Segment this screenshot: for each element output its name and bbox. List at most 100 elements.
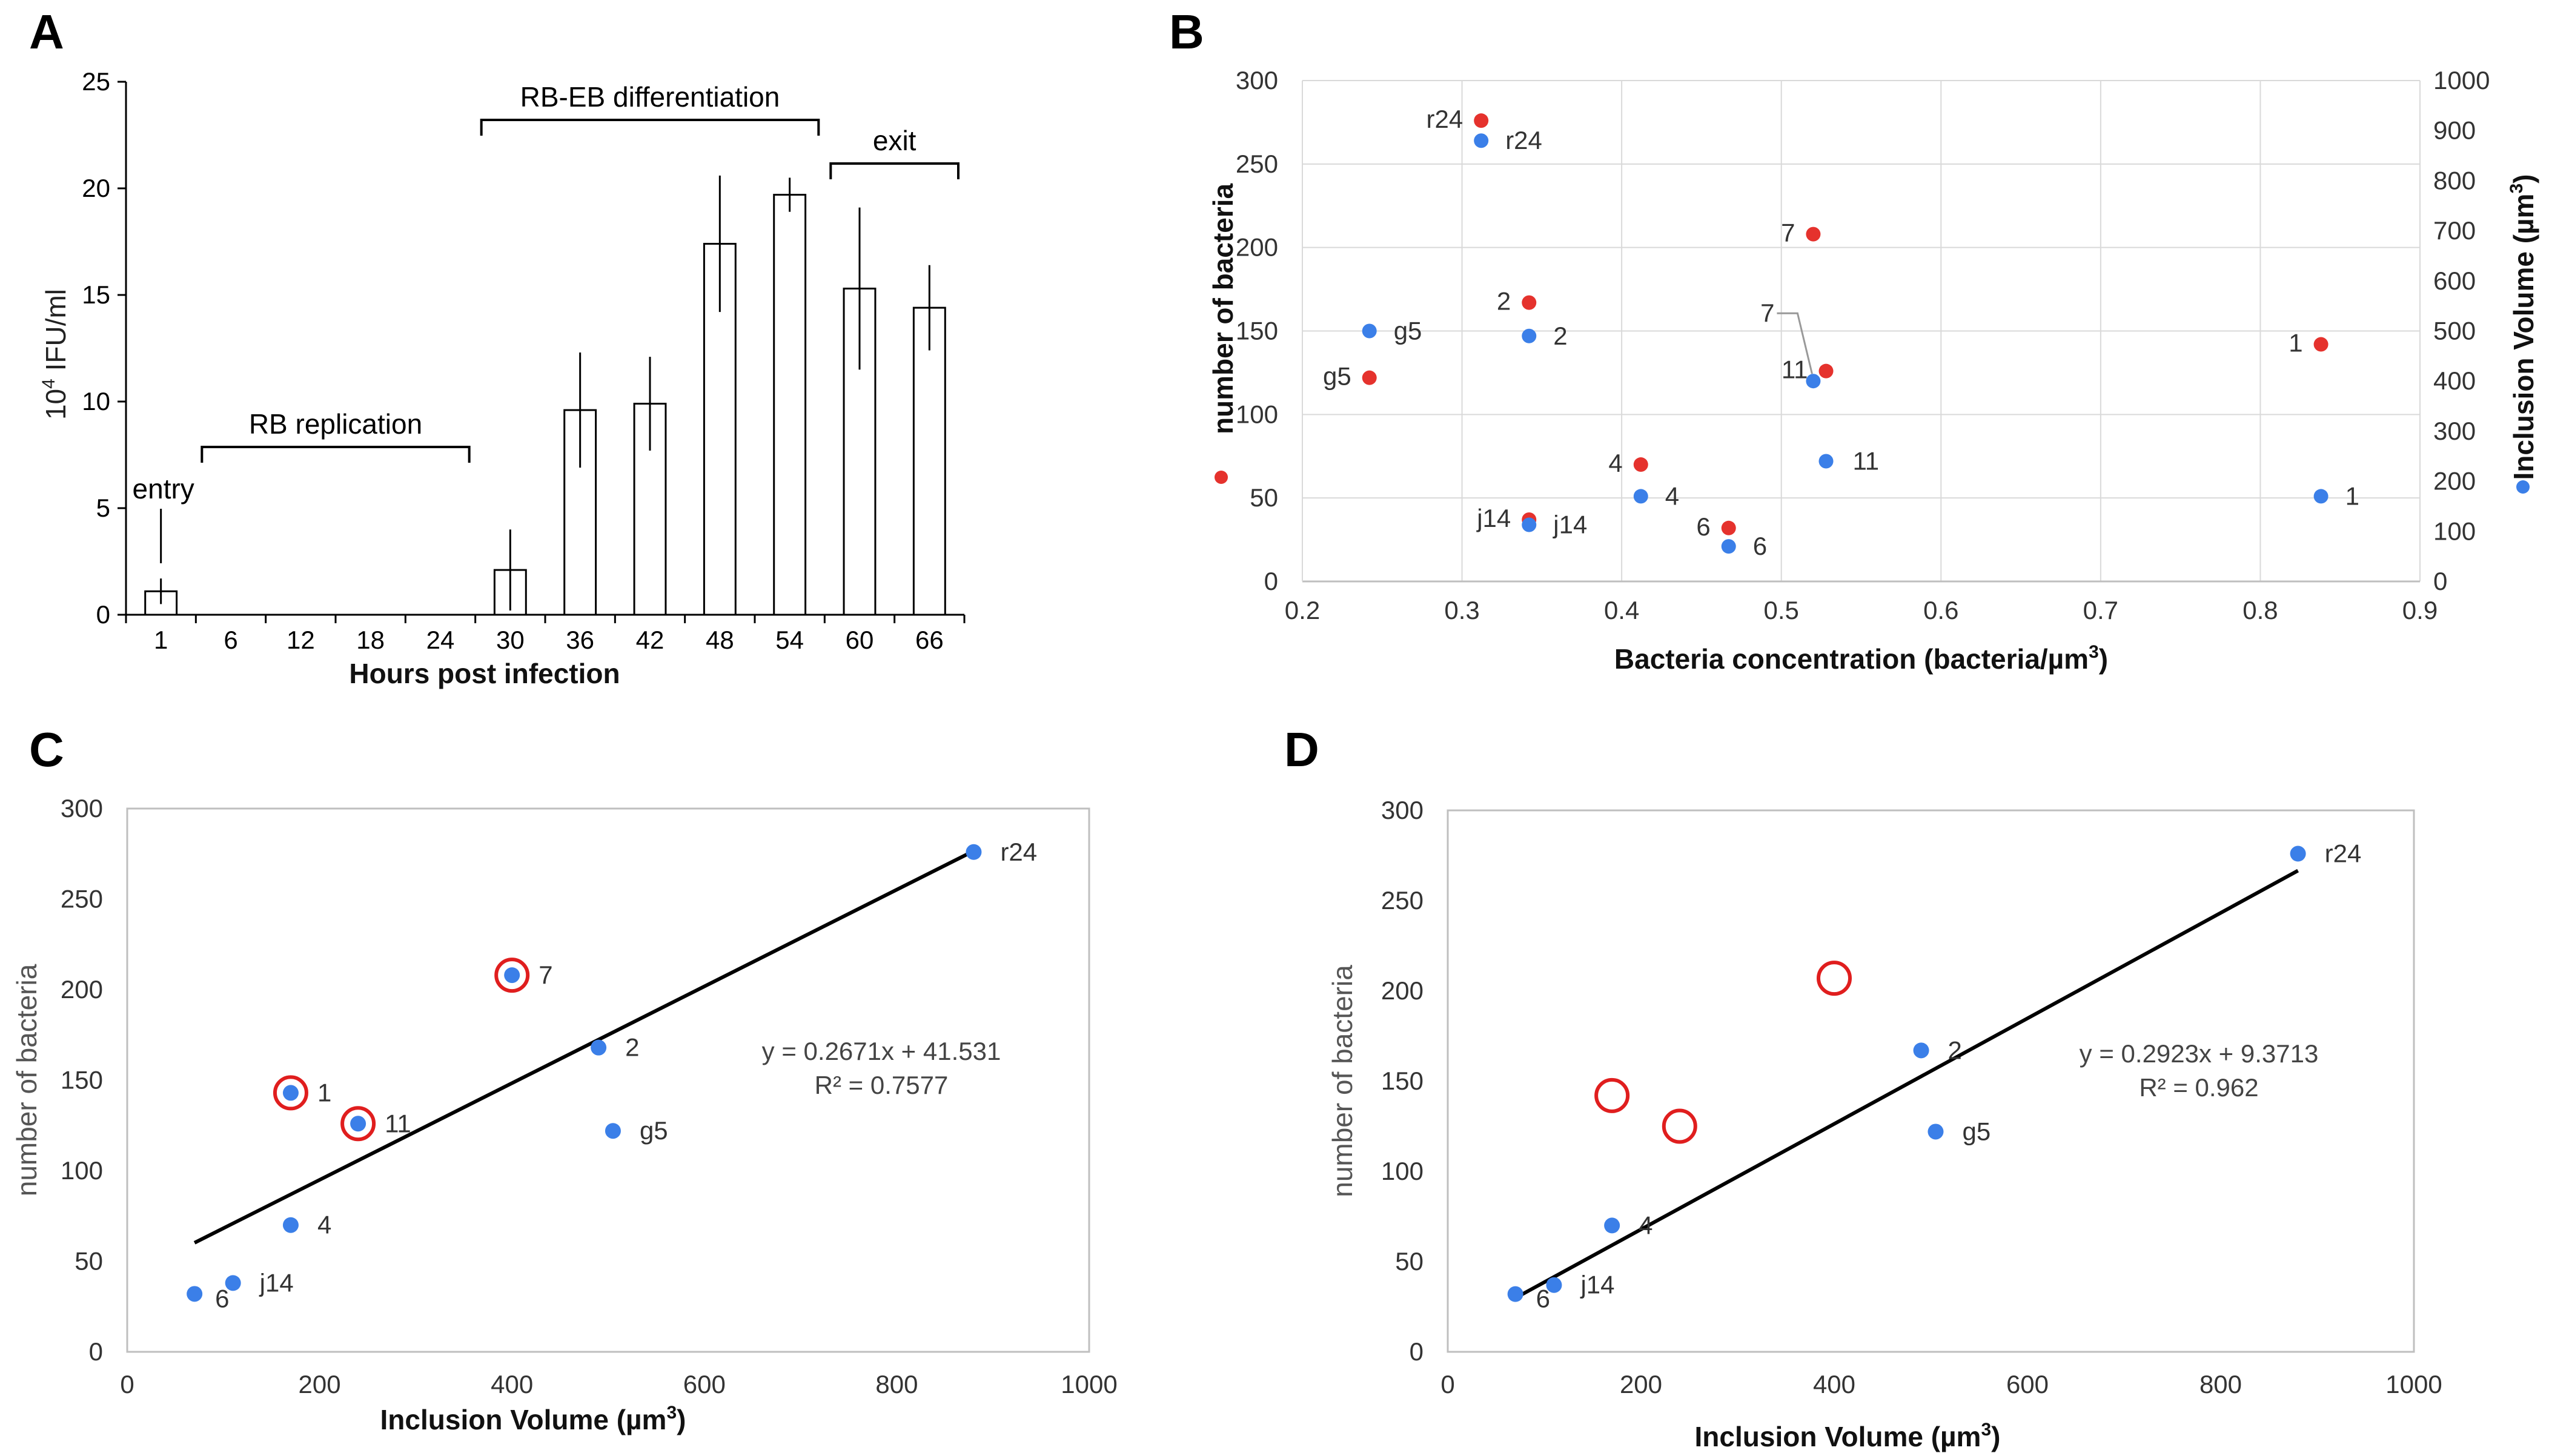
trendline-r2: R² = 0.962 bbox=[2139, 1073, 2258, 1102]
point-red-1 bbox=[2313, 337, 2329, 352]
y-tick-label: 0 bbox=[89, 1337, 103, 1366]
panel-letter-d: D bbox=[1284, 723, 1319, 776]
x-tick-label: 60 bbox=[846, 626, 874, 654]
phase-label-exit: exit bbox=[873, 125, 917, 156]
y2-tick-label: 700 bbox=[2433, 216, 2476, 245]
x-tick-label: 1000 bbox=[2385, 1370, 2442, 1398]
phase-label-entry: entry bbox=[133, 473, 194, 505]
point-red-6 bbox=[1721, 520, 1736, 535]
point-g5 bbox=[1927, 1123, 1944, 1140]
x-tick-label: 1 bbox=[154, 626, 168, 654]
panel-letter-a: A bbox=[29, 5, 64, 59]
point-label: j14 bbox=[1579, 1271, 1614, 1299]
y-tick-label: 25 bbox=[82, 67, 110, 96]
point-red-11 bbox=[1818, 363, 1834, 379]
highlight-ring bbox=[340, 1106, 376, 1142]
x-tick-label: 0.5 bbox=[1764, 596, 1799, 624]
y-tick-label: 250 bbox=[61, 885, 103, 913]
y-tick-label: 150 bbox=[1381, 1067, 1424, 1095]
point-label: j14 bbox=[259, 1268, 294, 1297]
leader-line bbox=[1777, 312, 1813, 374]
point-label: 11 bbox=[385, 1109, 411, 1137]
phase-label-rb-replication: RB replication bbox=[249, 408, 422, 440]
phase-label-rb-eb-differentiation: RB-EB differentiation bbox=[520, 81, 780, 113]
point-label-blue: 2 bbox=[1553, 322, 1567, 350]
point-label-red: r24 bbox=[1426, 105, 1463, 133]
trendline-equation: y = 0.2923x + 9.3713 bbox=[2080, 1039, 2319, 1068]
y-tick-label: 250 bbox=[1381, 886, 1424, 915]
point-label-red: 2 bbox=[1497, 287, 1511, 316]
point-label-blue: 7 bbox=[1760, 299, 1774, 327]
point-label-blue: 11 bbox=[1853, 447, 1880, 475]
point-label: g5 bbox=[640, 1116, 668, 1145]
x-axis-title: Inclusion Volume (µm3) bbox=[1695, 1420, 2001, 1452]
y2-tick-label: 100 bbox=[2433, 517, 2476, 545]
y-tick-label: 200 bbox=[1381, 976, 1424, 1005]
y-tick-label: 200 bbox=[1236, 233, 1278, 262]
y-tick-label: 0 bbox=[96, 600, 110, 629]
point-label: g5 bbox=[1962, 1117, 1990, 1145]
x-tick-label: 48 bbox=[706, 626, 734, 654]
chart-d: 0 50 100 150 200 250 300 0 200 400 600 800 1000 Inclu… bbox=[1327, 796, 2442, 1452]
bar bbox=[773, 194, 807, 616]
y2-tick-label: 600 bbox=[2433, 266, 2476, 295]
point-red-7 bbox=[1806, 227, 1821, 242]
x-tick-label: 0.9 bbox=[2402, 596, 2438, 624]
x-tick-label: 0.3 bbox=[1444, 596, 1479, 624]
point-label: 2 bbox=[1948, 1036, 1962, 1064]
y-tick-label: 5 bbox=[96, 494, 110, 522]
y-tick-label: 150 bbox=[1236, 317, 1278, 345]
y-axis-legend-marker bbox=[1215, 471, 1228, 484]
x-tick-label: 0.4 bbox=[1604, 596, 1639, 624]
chart-c: 0 50 100 150 200 250 300 0 200 400 600 800 1000 Inclu… bbox=[11, 794, 1118, 1435]
x-tick-label: 12 bbox=[287, 626, 315, 654]
excluded-point-ring bbox=[1662, 1108, 1697, 1144]
point-6 bbox=[1507, 1286, 1523, 1302]
x-tick-label: 400 bbox=[1813, 1370, 1855, 1398]
y-tick-label: 0 bbox=[1264, 567, 1278, 595]
point-label-blue: 1 bbox=[2345, 481, 2359, 510]
y-tick-label: 20 bbox=[82, 174, 110, 202]
point-label: 7 bbox=[539, 961, 552, 989]
point-blue-g5 bbox=[1362, 323, 1377, 339]
y-tick-label: 150 bbox=[61, 1066, 103, 1094]
y-tick-label: 50 bbox=[1250, 483, 1278, 512]
point-label: 2 bbox=[625, 1033, 639, 1062]
point-label-blue: j14 bbox=[1552, 511, 1587, 539]
y-tick-label: 100 bbox=[61, 1156, 103, 1185]
point-label-blue: g5 bbox=[1394, 317, 1422, 345]
x-tick-label: 36 bbox=[566, 626, 594, 654]
x-tick-label: 200 bbox=[299, 1370, 341, 1398]
x-axis-title: Inclusion Volume (µm3) bbox=[380, 1403, 686, 1435]
highlight-ring bbox=[273, 1075, 308, 1111]
point-blue-1 bbox=[2313, 489, 2329, 504]
point-red-g5 bbox=[1362, 370, 1377, 385]
trendline-equation: y = 0.2671x + 41.531 bbox=[762, 1037, 1001, 1065]
x-axis-title: Bacteria concentration (bacteria/µm3) bbox=[1614, 642, 2108, 675]
x-tick-label: 800 bbox=[2199, 1370, 2242, 1398]
point-red-4 bbox=[1633, 457, 1648, 472]
point-label-red: g5 bbox=[1323, 362, 1351, 391]
excluded-point-ring bbox=[1594, 1077, 1630, 1113]
y-tick-label: 15 bbox=[82, 280, 110, 309]
point-label: 6 bbox=[1536, 1285, 1550, 1313]
y-tick-label: 100 bbox=[1236, 400, 1278, 428]
y-tick-label: 10 bbox=[82, 387, 110, 415]
point-label-blue: 4 bbox=[1665, 481, 1679, 510]
point-j14 bbox=[1546, 1277, 1562, 1293]
point-blue-6 bbox=[1721, 539, 1736, 554]
x-tick-label: 1000 bbox=[1061, 1370, 1117, 1398]
point-blue-11 bbox=[1818, 454, 1834, 469]
x-tick-label: 30 bbox=[496, 626, 525, 654]
plot-frame bbox=[1447, 809, 2415, 1353]
point-label: 1 bbox=[317, 1078, 331, 1107]
point-label-red: 1 bbox=[2289, 329, 2302, 357]
phase-bracket-exit bbox=[829, 162, 960, 179]
point-red-2 bbox=[1522, 295, 1537, 310]
x-tick-label: 6 bbox=[224, 626, 237, 654]
y2-tick-label: 400 bbox=[2433, 366, 2476, 395]
point-4 bbox=[282, 1217, 299, 1233]
x-tick-label: 800 bbox=[875, 1370, 918, 1398]
x-tick-label: 400 bbox=[491, 1370, 533, 1398]
y-tick-label: 0 bbox=[1410, 1337, 1424, 1366]
